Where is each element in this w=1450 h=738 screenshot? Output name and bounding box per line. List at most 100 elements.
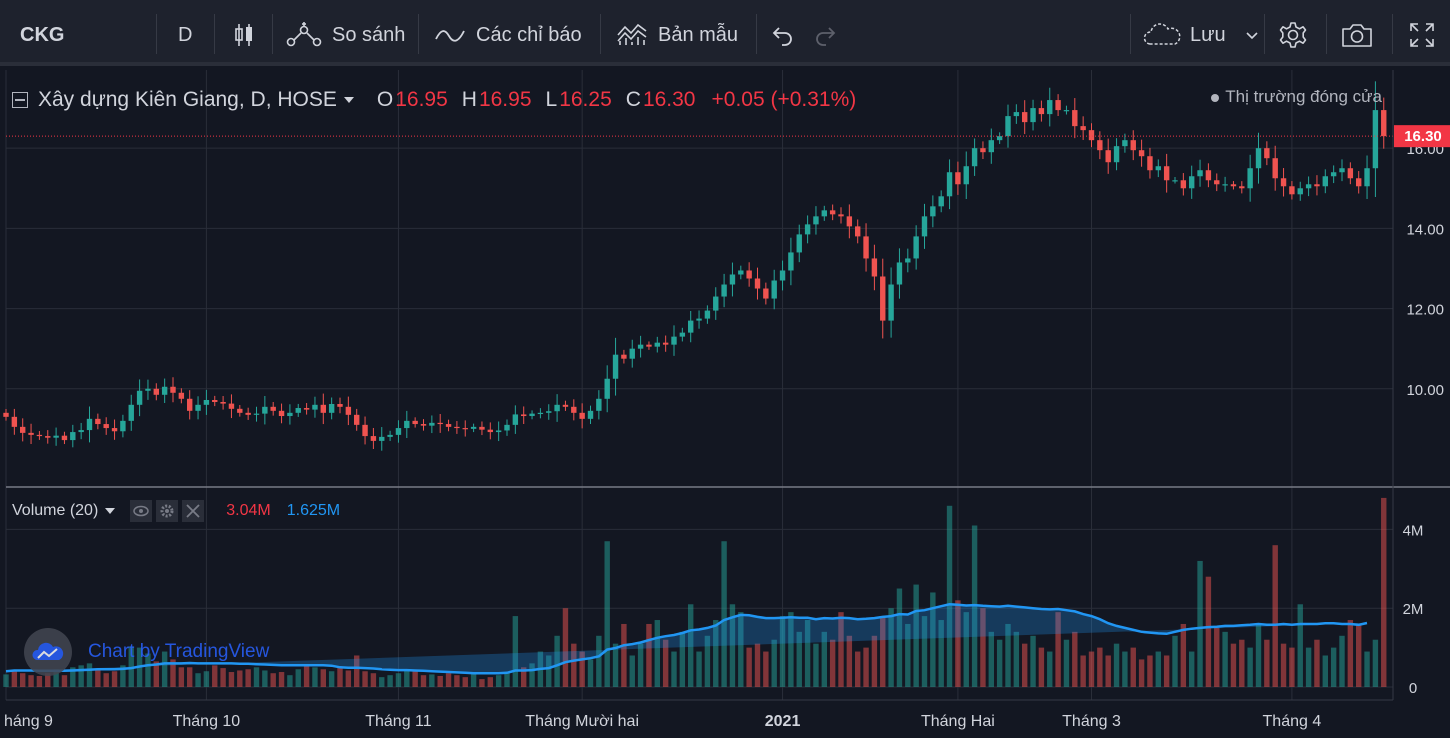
volume-bar (70, 667, 76, 687)
volume-bar (454, 675, 460, 687)
volume-bar (963, 612, 969, 687)
tradingview-watermark[interactable]: Chart by TradingView (24, 628, 269, 676)
volume-bar (253, 667, 260, 687)
collapse-legend-icon[interactable] (12, 92, 28, 108)
indicators-button[interactable]: Các chỉ báo (434, 10, 582, 60)
candle-body (537, 412, 544, 415)
candle-body (245, 412, 251, 415)
volume-bar (738, 612, 744, 687)
volume-bar (604, 541, 610, 687)
candle-body (996, 136, 1003, 141)
candle-body (704, 310, 711, 319)
volume-axis[interactable]: 0 2M 4M (1403, 522, 1424, 697)
volume-bar (1080, 655, 1086, 687)
candle-body (420, 424, 427, 426)
candle-body (963, 166, 969, 185)
symbol-search-button[interactable]: CKG (20, 10, 64, 60)
candle-body (988, 140, 994, 153)
candle-body (571, 406, 577, 413)
snapshot-button[interactable] (1340, 10, 1374, 60)
candle-body (980, 148, 986, 153)
candle-body (379, 436, 385, 441)
volume-bar (763, 651, 769, 687)
save-button[interactable]: Lưu (1142, 10, 1260, 60)
volume-bar (187, 667, 193, 687)
volume-bar (28, 675, 34, 687)
gear-icon[interactable] (156, 500, 179, 522)
candle-body (470, 426, 477, 429)
candle-body (813, 216, 819, 225)
candle-body (479, 426, 485, 430)
volume-bar (921, 616, 928, 687)
candle-body (1055, 100, 1061, 111)
redo-button[interactable] (812, 10, 838, 60)
last-price-label: 16.30 (1394, 125, 1450, 148)
toolbar-divider (1326, 14, 1327, 54)
candle-body (671, 336, 677, 345)
toolbar-divider (214, 14, 215, 54)
volume-bar (161, 651, 168, 687)
low-key: L (545, 88, 558, 111)
symbol-title[interactable]: Xây dựng Kiên Giang, D, HOSE (38, 88, 337, 111)
candle-body (395, 428, 402, 435)
volume-bar (1339, 635, 1345, 687)
candle-body (145, 388, 151, 391)
volume-bar (754, 643, 761, 687)
volume-bar (1189, 651, 1195, 687)
close-key: C (625, 88, 641, 111)
volume-bar (170, 659, 176, 687)
fullscreen-button[interactable] (1408, 10, 1436, 60)
volume-bar (1247, 647, 1253, 687)
time-axis[interactable]: háng 9 Tháng 10 Tháng 11 Tháng Mười hai 2021… (4, 713, 1321, 730)
candle-body (53, 435, 59, 438)
candle-body (771, 280, 777, 299)
volume-bar (195, 673, 201, 687)
caret-down-icon[interactable] (104, 506, 116, 516)
volume-bar (988, 631, 994, 687)
volume-bar (571, 643, 577, 687)
candle-body (829, 210, 836, 215)
candle-body (946, 172, 953, 197)
candle-body (103, 424, 109, 429)
candle-body (629, 348, 635, 359)
candle-body (212, 399, 218, 402)
settings-button[interactable] (1278, 10, 1308, 60)
chart-type-button[interactable] (230, 10, 258, 60)
volume-title[interactable]: Volume (20) (12, 502, 99, 519)
price-tick-label: 14.00 (1406, 221, 1444, 238)
volume-bar (1047, 651, 1053, 687)
volume-bar (637, 643, 644, 687)
candle-body (1222, 184, 1228, 186)
candle-body (1122, 140, 1128, 147)
volume-bar (1230, 643, 1237, 687)
volume-bar (20, 673, 26, 687)
candle-body (612, 354, 619, 379)
close-icon[interactable] (182, 500, 205, 522)
indicators-label: Các chỉ báo (476, 23, 582, 46)
candle-body (1189, 176, 1195, 189)
undo-button[interactable] (770, 10, 796, 60)
time-tick-label: 2021 (765, 713, 801, 730)
volume-bar (237, 670, 243, 687)
time-tick-label: Tháng 10 (173, 713, 241, 730)
volume-bar (838, 612, 844, 687)
templates-button[interactable]: Bản mẫu (616, 10, 738, 60)
tradingview-logo (24, 628, 72, 676)
volume-bar (796, 631, 802, 687)
volume-bar (1072, 631, 1078, 687)
candle-body (955, 172, 961, 185)
volume-bar (855, 651, 861, 687)
compare-button[interactable]: So sánh (286, 10, 405, 60)
volume-bar (804, 620, 811, 687)
volume-bar (1038, 647, 1045, 687)
toolbar-divider (272, 14, 273, 54)
eye-icon[interactable] (130, 500, 153, 522)
candle-body (654, 342, 660, 347)
volume-bar (487, 677, 493, 687)
candle-body (86, 418, 93, 431)
volume-bar (362, 671, 368, 687)
interval-button[interactable]: D (178, 10, 192, 60)
caret-down-icon[interactable] (343, 95, 355, 105)
